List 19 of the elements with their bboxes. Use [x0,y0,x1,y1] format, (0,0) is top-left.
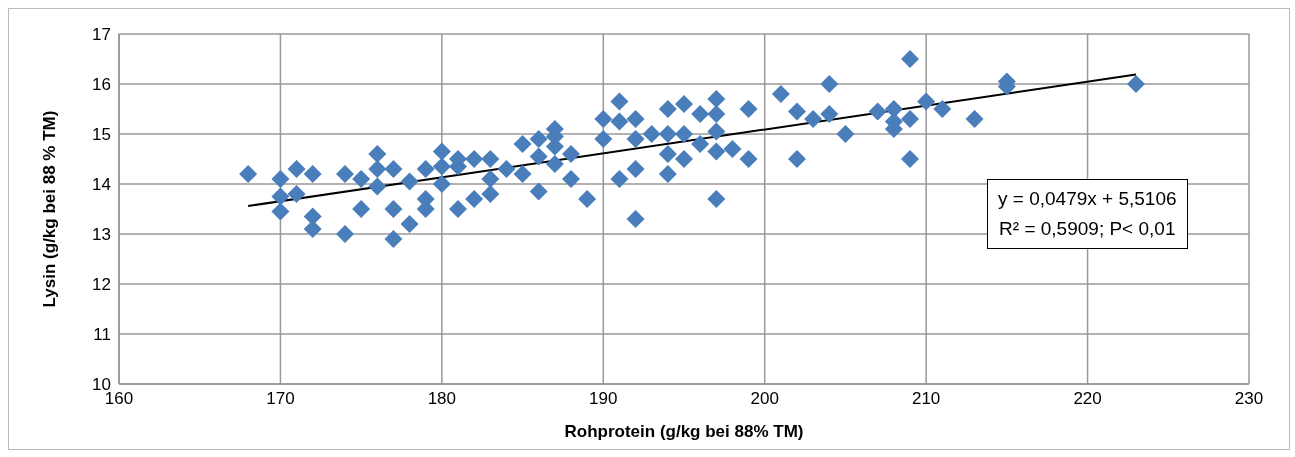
x-tick-label: 230 [1234,389,1264,409]
y-tick-label: 14 [92,175,111,195]
annotation: R² = 0,5909; P< 0,01 [998,217,1177,241]
y-tick-label: 13 [92,225,111,245]
x-tick-label: 170 [266,389,295,409]
x-tick-label: 220 [1073,389,1102,409]
y-tick-label: 15 [92,125,111,145]
x-tick-label: 200 [750,389,779,409]
y-tick-label: 11 [93,325,111,345]
x-tick-label: 210 [911,389,941,409]
x-tick-label: 180 [427,389,457,409]
x-tick-label: 190 [589,389,618,409]
x-tick-label: 160 [104,389,134,409]
y-tick-label: 17 [92,25,111,45]
x-axis-title: Rohprotein (g/kg bei 88% TM) [564,422,804,441]
y-tick-label: 12 [92,275,111,295]
y-axis-title: Lysin (g/kg bei 88 % TM) [40,110,60,308]
y-tick-label: 16 [92,75,111,95]
annotation: y = 0,0479x + 5,5106 [998,187,1177,211]
